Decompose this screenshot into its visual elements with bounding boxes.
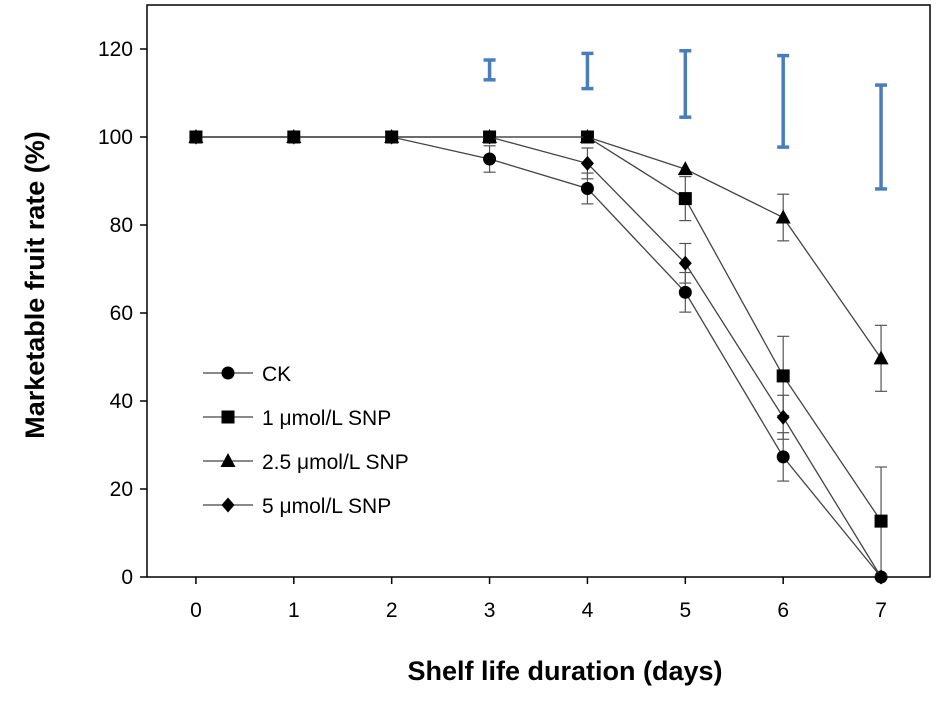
data-point <box>678 192 692 206</box>
series-3 <box>189 129 888 585</box>
data-point <box>579 129 595 143</box>
legend-marker <box>220 453 236 467</box>
legend-marker <box>221 497 235 513</box>
y-tick-label: 60 <box>110 302 133 325</box>
data-point <box>776 369 790 383</box>
lsd-bar <box>581 51 594 91</box>
legend-label: 5 μmol/L SNP <box>262 495 391 518</box>
data-point <box>873 350 889 365</box>
lsd-bar <box>777 53 790 149</box>
data-point <box>189 129 203 145</box>
x-tick-label: 2 <box>386 599 398 622</box>
data-point <box>287 129 301 145</box>
x-tick-label: 0 <box>190 599 202 622</box>
y-tick-label: 40 <box>110 390 133 413</box>
data-point <box>580 155 594 171</box>
data-point <box>677 161 693 176</box>
x-tick-label: 5 <box>679 599 691 622</box>
legend-item: 1 μmol/L SNP <box>203 407 391 430</box>
y-tick-label: 80 <box>110 214 133 237</box>
lsd-bar <box>875 83 888 191</box>
lsd-bar <box>679 49 692 119</box>
data-point <box>483 129 497 145</box>
y-tick-label: 0 <box>121 566 133 589</box>
legend-marker <box>221 366 235 380</box>
data-point <box>580 181 594 195</box>
series-line <box>195 136 882 578</box>
series-line <box>195 136 882 359</box>
y-tick-label: 20 <box>110 478 133 501</box>
x-tick-label: 6 <box>777 599 789 622</box>
x-axis-title: Shelf life duration (days) <box>407 656 722 686</box>
data-point <box>678 255 692 271</box>
data-point <box>776 409 790 425</box>
legend-marker <box>221 410 235 424</box>
legend-item: 5 μmol/L SNP <box>203 495 391 518</box>
legend-item: 2.5 μmol/L SNP <box>203 451 409 474</box>
data-point <box>483 152 497 166</box>
x-tick-label: 7 <box>875 599 887 622</box>
lsd-bar <box>483 58 496 82</box>
data-point <box>775 209 791 224</box>
data-point <box>874 569 888 585</box>
data-point <box>776 450 790 464</box>
legend-item: CK <box>203 363 291 386</box>
y-axis-title: Marketable fruit rate (%) <box>20 131 50 439</box>
x-tick-label: 1 <box>288 599 300 622</box>
data-point <box>385 129 399 145</box>
plot-frame <box>146 4 931 578</box>
data-point <box>874 514 888 528</box>
legend-label: CK <box>262 363 291 386</box>
x-tick-label: 3 <box>484 599 496 622</box>
legend-label: 2.5 μmol/L SNP <box>262 451 409 474</box>
y-tick-label: 120 <box>98 38 133 61</box>
legend-label: 1 μmol/L SNP <box>262 407 391 430</box>
x-tick-label: 4 <box>582 599 594 622</box>
y-tick-label: 100 <box>98 126 133 149</box>
data-point <box>678 285 692 299</box>
